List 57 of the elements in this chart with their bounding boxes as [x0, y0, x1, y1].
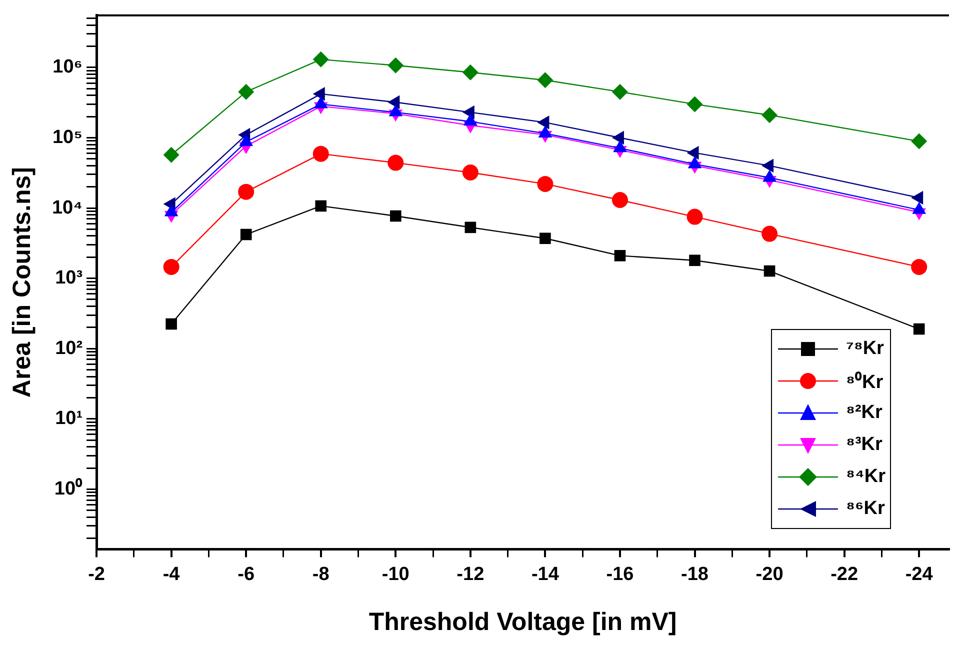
legend-label: ⁸⁶Kr	[846, 498, 885, 520]
point	[312, 146, 329, 162]
x-tick-label: -12	[456, 564, 484, 585]
point	[612, 84, 628, 100]
point	[238, 84, 254, 100]
legend-label: ⁸³Kr	[846, 434, 882, 456]
legend-label: ⁷⁸Kr	[846, 338, 884, 360]
point	[388, 154, 404, 171]
point	[913, 323, 925, 335]
point	[911, 258, 928, 275]
y-tick-label: 10⁰	[54, 477, 83, 500]
legend-label: ⁸⁴Kr	[846, 466, 886, 488]
x-tick-label: -6	[238, 564, 255, 585]
y-tick-label: 10¹	[55, 408, 83, 430]
point	[462, 164, 478, 181]
y-tick-label: 10⁴	[52, 197, 83, 218]
y-tick-label: 10²	[55, 338, 83, 359]
x-tick-label: -24	[905, 564, 934, 585]
point	[163, 146, 180, 163]
x-tick-label: -4	[162, 564, 180, 585]
y-axis-title: Area [in Counts.ns]	[8, 167, 36, 398]
point	[312, 51, 329, 68]
point	[764, 265, 776, 277]
point	[689, 254, 700, 266]
point	[540, 232, 551, 244]
point	[762, 107, 778, 124]
y-tick-label: 10³	[55, 268, 83, 289]
point	[911, 133, 928, 150]
x-axis-title: Threshold Voltage [in mV]	[368, 608, 677, 636]
point	[238, 184, 254, 200]
point	[762, 226, 778, 242]
x-tick-label: -20	[756, 564, 784, 585]
legend-label: ⁸²Kr	[846, 402, 882, 424]
point	[390, 210, 402, 222]
point	[537, 72, 554, 88]
x-tick-label: -18	[681, 564, 708, 585]
x-tick-label: -8	[312, 564, 330, 585]
point	[612, 192, 628, 208]
y-tick-label: 10⁶	[52, 56, 83, 78]
point	[388, 57, 404, 74]
point	[166, 318, 177, 330]
x-tick-label: -16	[606, 564, 634, 585]
y-tick-label: 10⁵	[52, 126, 83, 148]
point	[686, 96, 703, 112]
legend-label: ⁸⁰Kr	[846, 370, 884, 394]
point	[686, 208, 703, 225]
point	[464, 222, 476, 234]
point	[537, 176, 554, 192]
x-tick-label: -14	[531, 564, 560, 585]
point	[163, 258, 180, 275]
x-tick-label: -10	[382, 564, 410, 585]
point	[614, 250, 626, 262]
x-tick-label: -22	[830, 564, 858, 585]
point	[315, 200, 327, 212]
point	[462, 64, 478, 80]
x-tick-label: -2	[88, 564, 105, 585]
point	[240, 228, 252, 240]
